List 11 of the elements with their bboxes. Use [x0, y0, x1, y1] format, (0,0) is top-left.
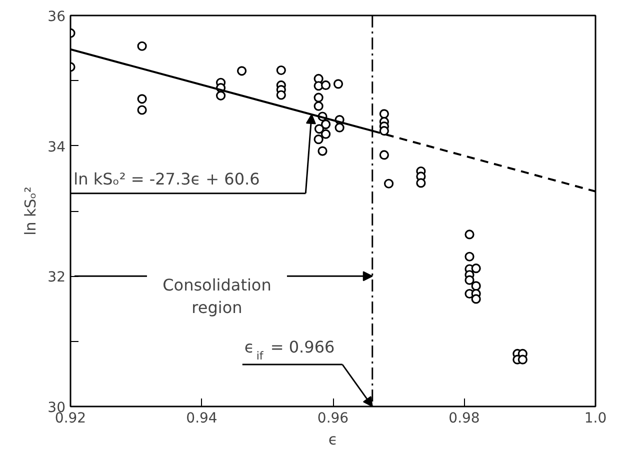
x-tick-label: 0.94: [186, 410, 218, 426]
y-tick-label: 36: [48, 9, 66, 25]
x-tick-label: 0.96: [317, 410, 349, 426]
x-tick-label: 1.0: [584, 410, 607, 426]
x-tick-label: 0.98: [448, 410, 480, 426]
x-axis-title: ϵ: [328, 430, 338, 448]
annotation: ln kSₒ² = -27.3ϵ + 60.6: [74, 169, 260, 188]
y-tick-label: 32: [48, 270, 66, 286]
y-tick-label: 34: [48, 139, 66, 156]
y-axis-title: ln kSₒ²: [22, 186, 40, 236]
annotation: Consolidation region: [162, 275, 272, 318]
